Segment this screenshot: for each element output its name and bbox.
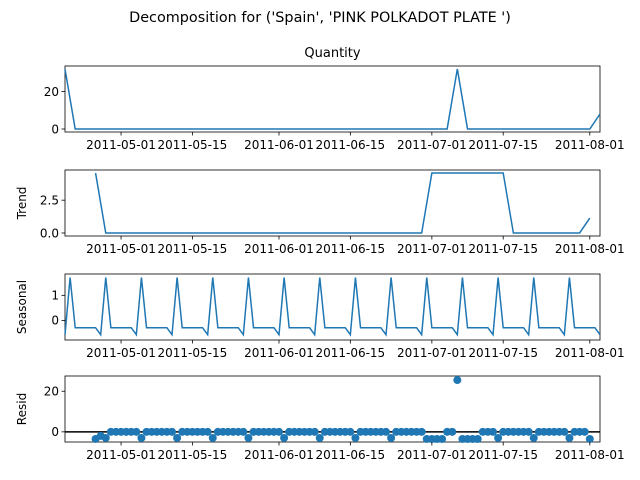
resid-point [580, 427, 589, 436]
x-tick-label: 2011-05-01 [86, 242, 156, 256]
y-tick-label: 0 [51, 314, 59, 328]
y-tick-label: 0 [51, 122, 59, 136]
x-tick-label: 2011-05-15 [158, 346, 228, 360]
resid-point [489, 427, 497, 436]
x-tick-label: 2011-07-15 [468, 242, 538, 256]
axes-frame [64, 65, 601, 133]
y-axis-label: Trend [15, 187, 29, 221]
series-line [64, 68, 601, 130]
resid-point [585, 434, 594, 443]
y-tick-label: 1 [51, 289, 59, 303]
x-tick-label: 2011-06-15 [315, 242, 385, 256]
resid-point [208, 433, 217, 442]
resid-point [168, 427, 176, 436]
x-tick-label: 2011-06-15 [315, 448, 385, 462]
series-line [94, 172, 591, 234]
seasonal-line [64, 277, 601, 337]
x-tick-label: 2011-06-15 [315, 346, 385, 360]
resid-point [417, 427, 426, 436]
y-tick-label: 0.0 [40, 226, 59, 240]
resid-point [387, 433, 396, 442]
x-tick-label: 2011-08-01 [555, 448, 625, 462]
resid-point [438, 434, 447, 443]
resid-point [280, 433, 289, 442]
y-axis-label: Seasonal [15, 280, 29, 334]
figure-suptitle: Decomposition for ('Spain', 'PINK POLKAD… [129, 10, 511, 26]
resid-point [529, 433, 538, 442]
x-tick-label: 2011-08-01 [555, 138, 625, 152]
resid-point [346, 427, 355, 436]
resid-point [132, 427, 141, 436]
x-tick-label: 2011-06-15 [315, 138, 385, 152]
x-tick-label: 2011-05-01 [86, 448, 156, 462]
y-tick-label: 0 [51, 425, 59, 439]
x-tick-label: 2011-06-01 [244, 448, 314, 462]
x-tick-label: 2011-05-01 [86, 346, 156, 360]
resid-point [524, 427, 533, 436]
resid-point [315, 433, 324, 442]
axes-title: Quantity [304, 46, 360, 61]
axes-frame [64, 273, 601, 341]
axes-frame [64, 169, 601, 237]
panel-4: 0 20 2011-05-01 2011-05-15 2011-06-01 2011-06… [15, 375, 625, 462]
resid-point [244, 433, 253, 442]
x-tick-label: 2011-06-01 [244, 346, 314, 360]
panel-1: 0 20 2011-05-01 2011-05-15 2011-06-01 2011-06… [44, 46, 625, 152]
x-tick-label: 2011-05-15 [158, 138, 228, 152]
resid-point [382, 427, 390, 436]
x-tick-label: 2011-07-15 [468, 448, 538, 462]
resid-point [203, 427, 212, 436]
x-tick-label: 2011-07-01 [397, 138, 467, 152]
y-tick-label: 20 [44, 385, 59, 399]
resid-point [453, 376, 462, 385]
resid-point [494, 433, 503, 442]
resid-point [448, 427, 457, 436]
resid-point [473, 434, 482, 443]
x-tick-label: 2011-05-01 [86, 138, 156, 152]
y-tick-label: 2.5 [40, 193, 59, 207]
x-tick-label: 2011-07-15 [468, 346, 538, 360]
x-tick-label: 2011-08-01 [555, 346, 625, 360]
resid-point [173, 433, 182, 442]
resid-point [560, 427, 569, 436]
x-tick-label: 2011-06-01 [244, 138, 314, 152]
x-tick-label: 2011-05-15 [158, 242, 228, 256]
resid-point [101, 433, 110, 442]
x-tick-label: 2011-07-15 [468, 138, 538, 152]
x-tick-label: 2011-06-01 [244, 242, 314, 256]
resid-point [239, 427, 248, 436]
y-tick-label: 20 [44, 85, 59, 99]
x-tick-label: 2011-08-01 [555, 242, 625, 256]
resid-point [565, 433, 574, 442]
resid-point [310, 427, 319, 436]
y-axis-label: Resid [15, 393, 29, 425]
resid-point [351, 433, 360, 442]
resid-point [275, 427, 283, 436]
panel-3: 0 1 2011-05-01 2011-05-15 2011-06-01 2011-06-… [15, 273, 625, 360]
x-tick-label: 2011-07-01 [397, 346, 467, 360]
x-tick-label: 2011-07-01 [397, 242, 467, 256]
x-tick-label: 2011-07-01 [397, 448, 467, 462]
x-tick-label: 2011-05-15 [158, 448, 228, 462]
axes-frame [64, 375, 601, 443]
resid-point [137, 433, 146, 442]
